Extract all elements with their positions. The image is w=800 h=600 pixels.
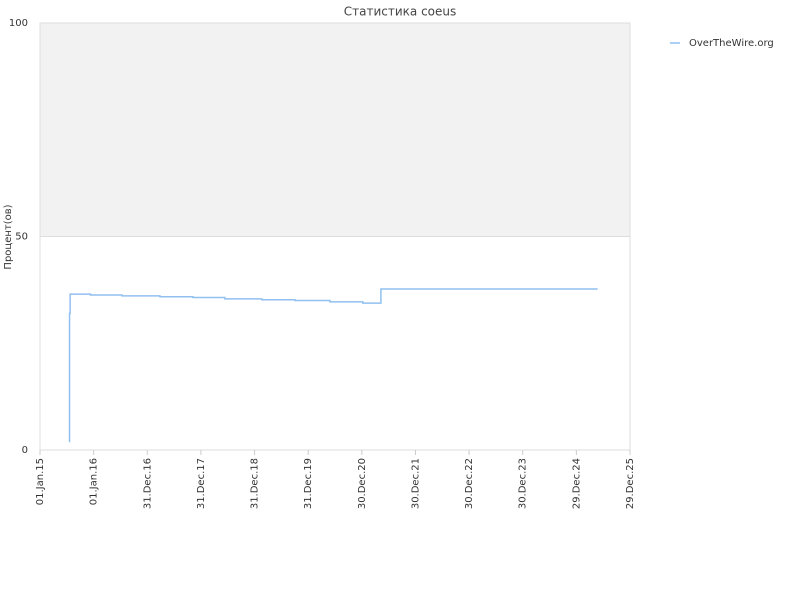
y-tick-label: 0 xyxy=(22,445,28,456)
x-tick-label: 31.Dec.19 xyxy=(303,458,314,509)
x-tick-label: 31.Dec.16 xyxy=(142,458,153,509)
legend-label: OverTheWire.org xyxy=(689,38,774,49)
plot-band xyxy=(40,236,630,450)
x-tick-label: 30.Dec.20 xyxy=(357,458,368,509)
x-tick-label: 30.Dec.22 xyxy=(464,458,475,509)
x-tick-label: 30.Dec.23 xyxy=(518,458,529,509)
x-tick-label: 29.Dec.25 xyxy=(625,458,636,509)
y-tick-label: 100 xyxy=(9,18,28,29)
y-axis-label: Процент(ов) xyxy=(3,204,14,269)
x-tick-label: 01.Jan.16 xyxy=(89,458,100,505)
x-tick-label: 30.Dec.21 xyxy=(410,458,421,509)
series-line xyxy=(68,288,598,443)
x-tick-label: 31.Dec.18 xyxy=(250,458,261,509)
y-tick-label: 50 xyxy=(15,232,28,243)
plot-band xyxy=(40,23,630,237)
x-tick-label: 01.Jan.15 xyxy=(35,458,46,505)
chart-title: Статистика coeus xyxy=(344,5,457,19)
x-tick-label: 29.Dec.24 xyxy=(571,458,582,509)
x-tick-label: 31.Dec.17 xyxy=(196,458,207,509)
